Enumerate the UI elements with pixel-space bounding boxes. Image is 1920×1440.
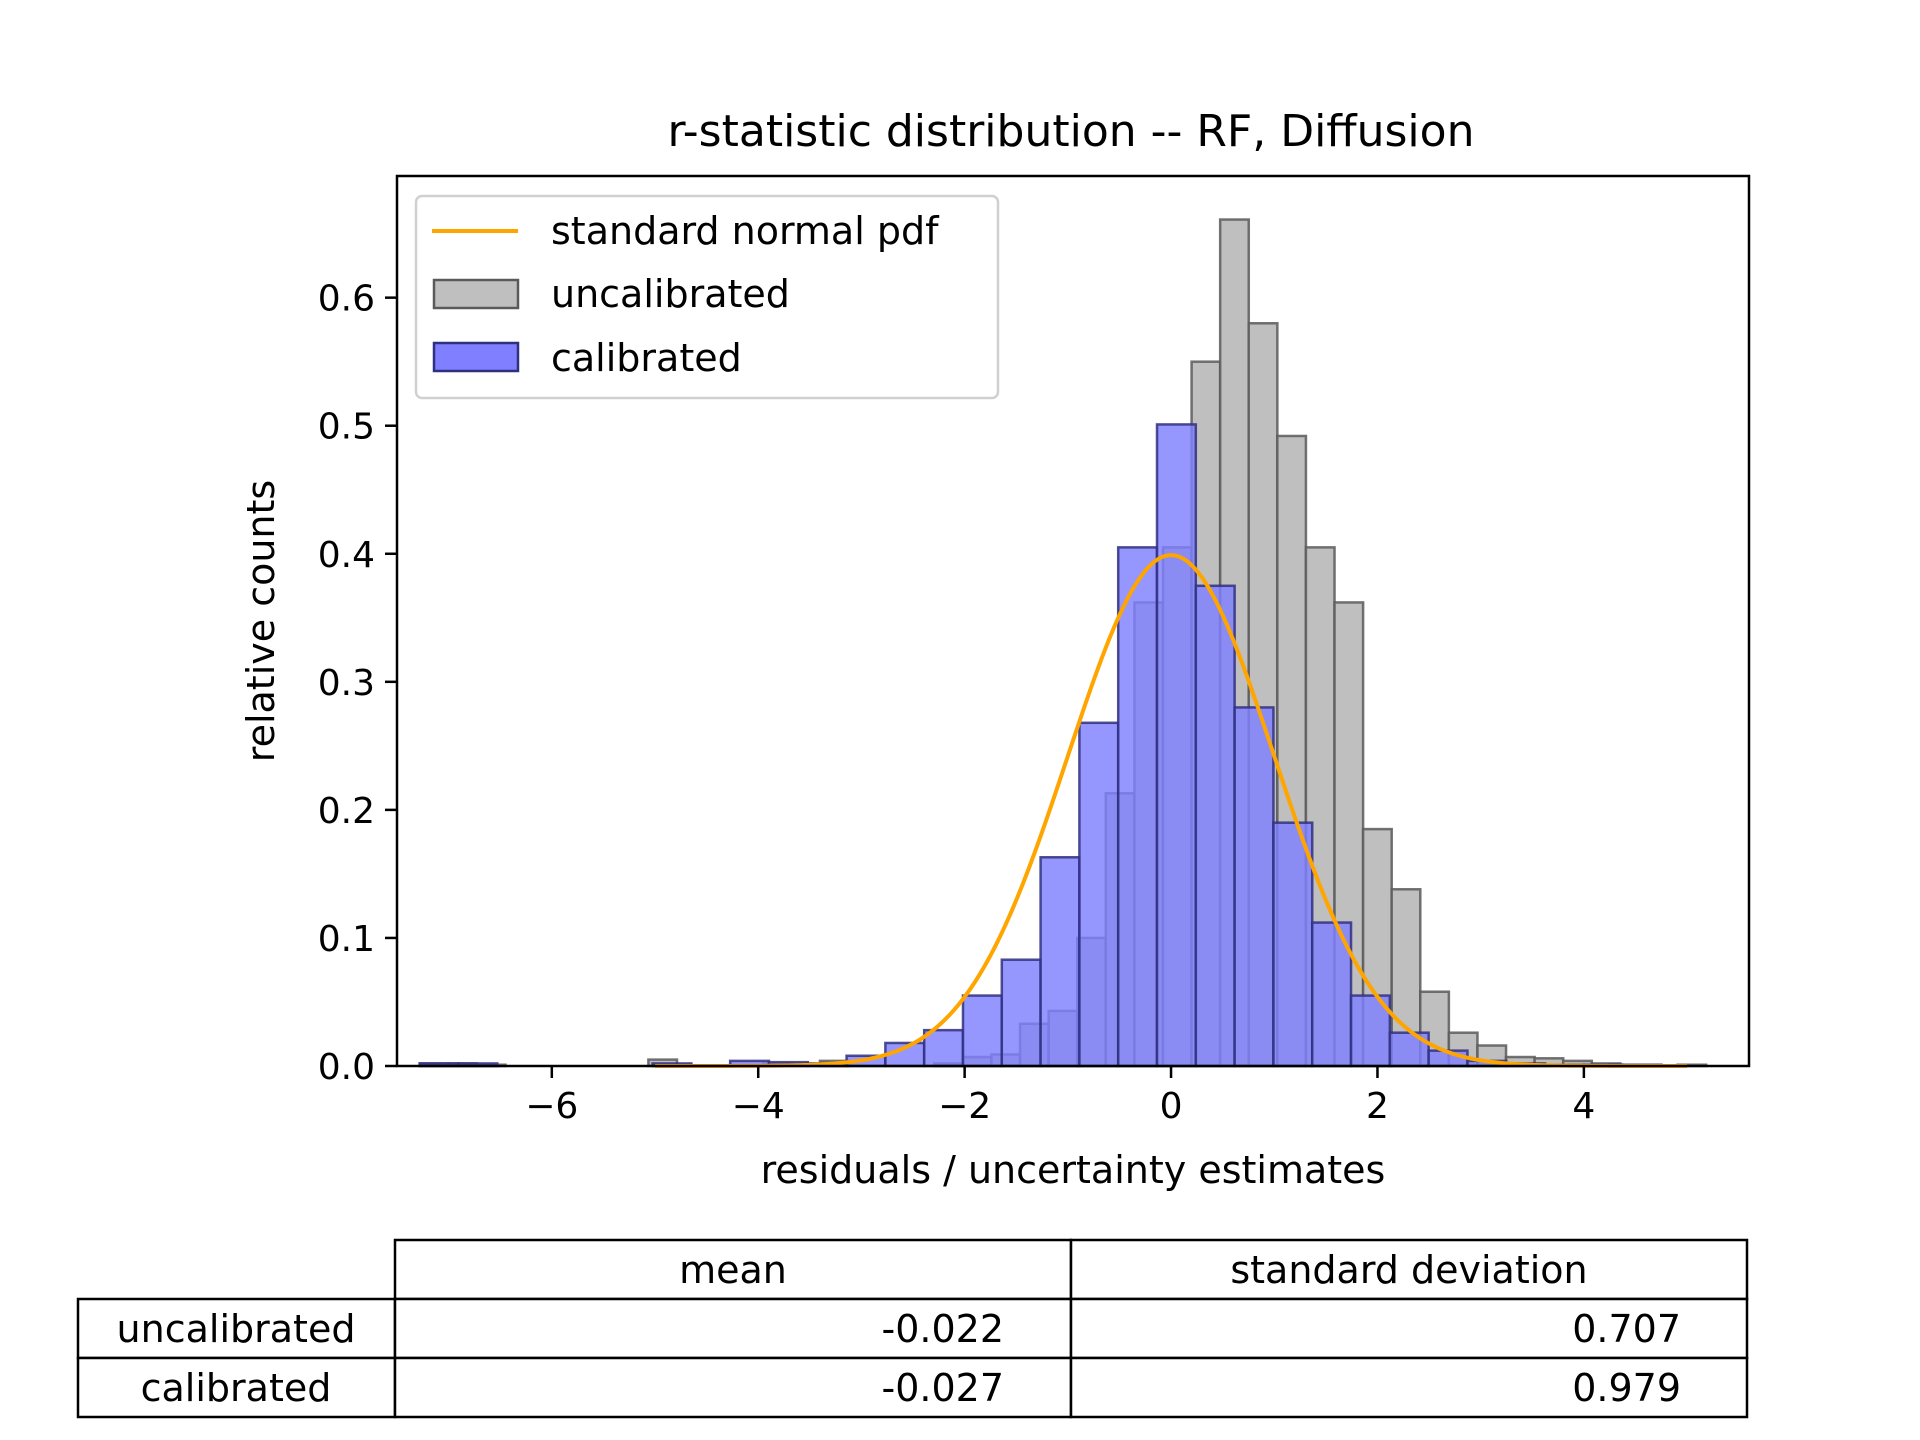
table-cell: [1069, 1356, 1749, 1419]
y-tick-label: 0.5: [318, 407, 375, 448]
bar-calibrated: [1310, 921, 1353, 1068]
x-tick-label: 2: [1366, 1086, 1389, 1127]
bar-calibrated: [922, 1028, 965, 1068]
x-tick-label: 0: [1160, 1086, 1183, 1127]
table-row-label: uncalibrated: [117, 1307, 356, 1351]
x-tick-label: −6: [525, 1086, 578, 1127]
x-tick-label: −4: [732, 1086, 785, 1127]
legend-label-calibrated: calibrated: [551, 336, 742, 380]
y-tick-label: 0.2: [318, 791, 375, 832]
table-cell-mean: -0.022: [882, 1307, 1005, 1351]
bar-calibrated: [1194, 584, 1236, 1068]
x-axis-label: residuals / uncertainty estimates: [761, 1148, 1386, 1192]
bar-calibrated: [1039, 856, 1081, 1068]
pdf-line: [655, 553, 1688, 1068]
table-cell: [393, 1356, 1073, 1419]
legend-label-uncalibrated: uncalibrated: [551, 272, 790, 316]
plot-frame: [395, 174, 1751, 1068]
table-row-label-cell: [76, 1297, 397, 1360]
table-row-label-cell: [76, 1356, 397, 1419]
legend-label-pdf: standard normal pdf: [551, 209, 940, 253]
legend-uncalibrated-swatch: [432, 278, 520, 310]
y-tick-label: 0.0: [318, 1047, 375, 1088]
table-cell-mean: -0.027: [882, 1366, 1005, 1410]
legend-calibrated-swatch: [432, 341, 520, 373]
y-tick-label: 0.1: [318, 919, 375, 960]
bar-calibrated: [961, 994, 1004, 1068]
table-cell-std: 0.707: [1572, 1307, 1681, 1351]
y-tick-label: 0.6: [318, 279, 375, 320]
y-axis-ticks: 0.0 0.1 0.2 0.3 0.4 0.5 0.6: [318, 279, 397, 1088]
table-row-label: calibrated: [141, 1366, 332, 1410]
chart-title: r-statistic distribution -- RF, Diffusio…: [668, 106, 1475, 157]
x-tick-label: 4: [1572, 1086, 1595, 1127]
table-header-std: standard deviation: [1230, 1248, 1587, 1292]
legend-box: [414, 194, 1000, 400]
table-header-mean: mean: [679, 1248, 787, 1292]
bar-calibrated: [1000, 958, 1042, 1068]
bar-calibrated: [1233, 706, 1275, 1068]
bar-calibrated: [1078, 721, 1120, 1068]
table-cell-std: 0.979: [1572, 1366, 1681, 1410]
y-tick-label: 0.3: [318, 663, 375, 704]
stats-table: mean standard deviation uncalibrated -0.…: [76, 1238, 1749, 1419]
table-cell: [393, 1297, 1073, 1360]
y-tick-label: 0.4: [318, 535, 375, 576]
legend: standard normal pdf uncalibrated calibra…: [414, 194, 1000, 400]
x-tick-label: −2: [938, 1086, 991, 1127]
bar-calibrated: [1155, 423, 1198, 1068]
y-axis-label: relative counts: [239, 480, 283, 762]
bar-calibrated: [1116, 546, 1159, 1068]
table-header-std-cell: [1069, 1238, 1749, 1301]
x-axis-ticks: −6 −4 −2 0 2 4: [525, 1066, 1595, 1127]
bar-calibrated: [1272, 821, 1314, 1068]
calibrated-bars: [418, 423, 1663, 1068]
